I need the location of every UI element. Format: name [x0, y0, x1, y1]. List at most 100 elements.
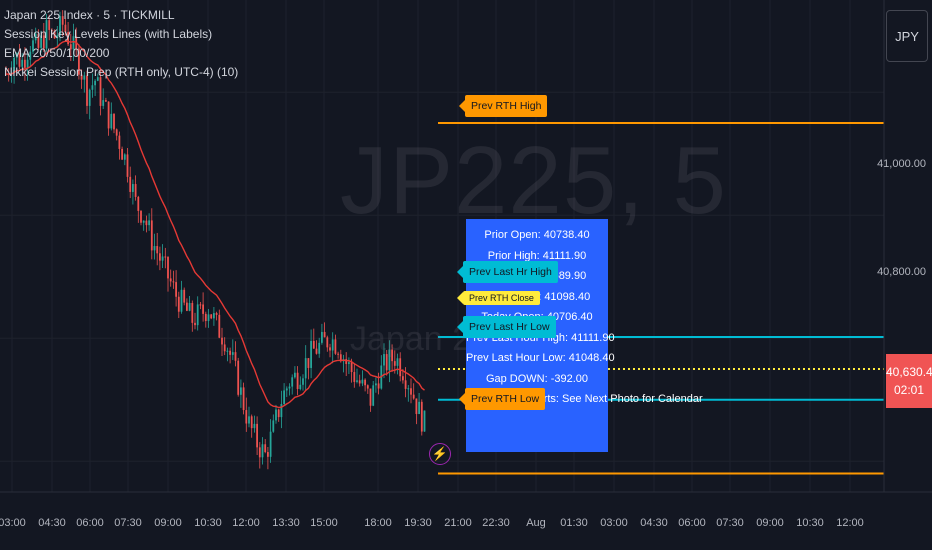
symbol-title[interactable]: Japan 225 Index · 5 · TICKMILL [4, 8, 175, 22]
candle-body [86, 75, 88, 106]
candle-body [321, 331, 323, 343]
candle-body [277, 409, 280, 418]
candle-body [385, 354, 388, 371]
candle-body [142, 220, 145, 223]
candle-body [53, 30, 56, 39]
candle-body [37, 33, 40, 48]
candle-body [202, 304, 204, 314]
candle-body [415, 398, 418, 414]
candle-body [339, 354, 342, 362]
candle-body [242, 387, 245, 411]
indicator-key-levels[interactable]: Session Key Levels Lines (with Labels) [4, 27, 213, 41]
candle-body [102, 100, 105, 106]
currency-button[interactable]: JPY [886, 10, 928, 62]
candle-body [96, 77, 99, 81]
indicator-ema[interactable]: EMA 20/50/100/200 [4, 46, 110, 60]
time-tick-label: 18:00 [364, 517, 392, 529]
time-tick-label: 04:30 [640, 517, 668, 529]
time-tick-label: 07:30 [716, 517, 744, 529]
candle-body [253, 423, 256, 429]
lightning-icon[interactable]: ⚡ [429, 443, 451, 465]
candle-body [199, 304, 202, 306]
candle-body [18, 53, 21, 67]
candle-body [13, 57, 15, 74]
candle-body [45, 20, 48, 49]
candle-body [272, 420, 275, 432]
candle-body [118, 135, 121, 149]
time-tick-label: 09:00 [756, 517, 784, 529]
candle-body [229, 350, 231, 355]
time-tick-label: 03:00 [600, 517, 628, 529]
tag-prev-rth-high: Prev RTH High [458, 95, 548, 117]
candle-body [34, 33, 37, 41]
candle-body [59, 16, 61, 36]
candle-body [396, 358, 399, 366]
candle-body [269, 431, 272, 457]
legend: Japan 225 Index · 5 · TICKMILL Session K… [4, 6, 238, 82]
time-tick-label: 15:00 [310, 517, 338, 529]
indicator-session-prep[interactable]: Nikkei Session Prep (RTH only, UTC-4) (1… [4, 65, 239, 79]
candle-body [40, 35, 42, 48]
candle-body [410, 388, 412, 395]
candle-body [393, 361, 396, 366]
time-tick-label: 04:30 [38, 517, 66, 529]
info-gap: Gap DOWN: -392.00 [485, 372, 589, 385]
candle-body [353, 372, 356, 382]
candle-body [375, 383, 377, 386]
candle-body [61, 16, 64, 25]
candle-body [21, 59, 24, 67]
candle-body [418, 401, 420, 414]
candle-body [388, 349, 391, 371]
candle-body [29, 51, 32, 60]
candle-body [175, 282, 177, 297]
time-tick-label: Aug [526, 517, 546, 529]
candle-body [345, 359, 348, 364]
candle-body [186, 302, 188, 311]
time-tick-label: 22:30 [482, 517, 510, 529]
bar-countdown: 02:01 [893, 383, 925, 397]
candle-body [110, 113, 113, 129]
candle-body [210, 314, 213, 319]
candle-body [15, 53, 18, 58]
candle-body [407, 388, 410, 390]
candle-body [123, 154, 126, 160]
candle-body [302, 378, 304, 385]
candle-body [132, 184, 134, 192]
candle-body [51, 29, 53, 31]
candle-body [258, 447, 261, 458]
candle-body [126, 154, 129, 177]
last-price-label: 40,630.40 02:01 [886, 354, 932, 408]
candle-body [350, 362, 353, 373]
candle-body [215, 313, 218, 315]
time-tick-label: 10:30 [194, 517, 222, 529]
candle-body [148, 220, 150, 226]
candle-body [326, 337, 329, 348]
candle-body [218, 314, 221, 338]
candle-body [275, 409, 277, 421]
price-tick-label: 40,800.00 [877, 266, 926, 278]
candle-body [231, 352, 234, 355]
candle-body [80, 74, 83, 80]
candle-body [69, 44, 72, 50]
candle-body [99, 77, 102, 106]
candle-body [194, 322, 196, 326]
candle-body [399, 358, 402, 377]
candle-body [167, 257, 169, 279]
tag-prev-last-hr-low: Prev Last Hr Low [457, 316, 556, 338]
candle-body [78, 48, 80, 75]
time-tick-label: 19:30 [404, 517, 432, 529]
candle-body [361, 379, 364, 384]
candle-body [337, 353, 339, 355]
candle-body [334, 339, 337, 354]
candle-body [140, 210, 142, 223]
candle-body [412, 394, 415, 399]
candle-body [264, 444, 267, 453]
candle-body [72, 36, 75, 50]
candle-body [420, 401, 423, 432]
candle-body [91, 85, 94, 90]
candle-body [161, 256, 164, 261]
time-tick-label: 09:00 [154, 517, 182, 529]
candle-body [64, 24, 67, 33]
candle-body [223, 344, 226, 352]
info-last-hour-low: Prev Last Hour Low: 41048.40 [466, 352, 615, 364]
